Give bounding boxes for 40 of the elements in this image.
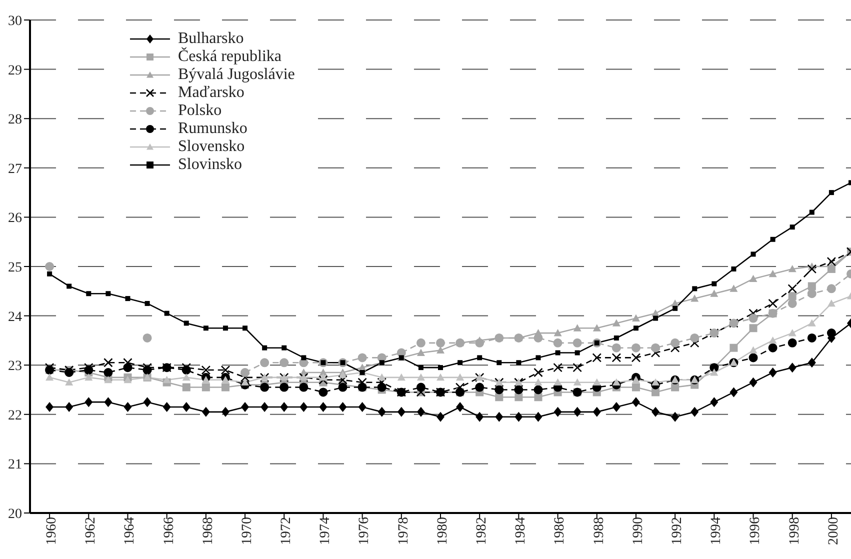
- x-tick-label: 1992: [670, 517, 686, 545]
- legend-label: Slovinsko: [178, 156, 242, 174]
- y-tick-label: 24: [8, 310, 22, 325]
- y-tick-label: 22: [8, 408, 22, 424]
- x-tick-label: 2000: [826, 517, 842, 545]
- y-tick-label: 20: [8, 506, 22, 522]
- legend-label: Maďarsko: [178, 84, 244, 102]
- y-tick-label: 21: [8, 458, 22, 473]
- x-tick-label: 1964: [122, 517, 138, 545]
- x-tick-label: 1978: [396, 517, 412, 545]
- x-tick-label: 1974: [318, 517, 334, 545]
- x-tick-label: 1996: [748, 517, 764, 545]
- x-tick-label: 1986: [552, 517, 568, 545]
- x-tick-label: 1982: [474, 517, 490, 545]
- x-tick-label: 1988: [592, 517, 607, 545]
- x-tick-label: 1998: [787, 517, 802, 545]
- legend-label: Rumunsko: [178, 120, 248, 138]
- x-tick-label: 1994: [709, 517, 724, 545]
- x-tick-label: 1960: [44, 517, 60, 545]
- legend-label: Česká republika: [178, 48, 282, 66]
- x-tick-label: 1970: [240, 517, 255, 545]
- y-tick-label: 28: [8, 112, 22, 128]
- y-tick-label: 29: [8, 63, 22, 78]
- x-tick-label: 1966: [162, 517, 177, 545]
- legend-label: Slovensko: [178, 138, 245, 156]
- x-tick-label: 1962: [84, 517, 99, 545]
- y-tick-label: 23: [8, 359, 22, 374]
- x-tick-label: 1990: [630, 517, 646, 545]
- x-tick-label: 1976: [357, 517, 372, 545]
- y-tick-label: 27: [8, 162, 22, 177]
- y-tick-label: 26: [8, 211, 22, 226]
- x-tick-label: 1972: [279, 517, 294, 545]
- legend-label: Bývalá Jugoslávie: [178, 66, 295, 84]
- legend-label: Bulharsko: [178, 30, 244, 47]
- x-tick-label: 1968: [200, 517, 216, 545]
- x-tick-label: 1984: [514, 517, 529, 545]
- x-tick-label: 1980: [435, 517, 450, 545]
- y-tick-label: 30: [8, 14, 22, 29]
- legend-label: Polsko: [178, 102, 222, 120]
- y-tick-label: 25: [8, 260, 22, 276]
